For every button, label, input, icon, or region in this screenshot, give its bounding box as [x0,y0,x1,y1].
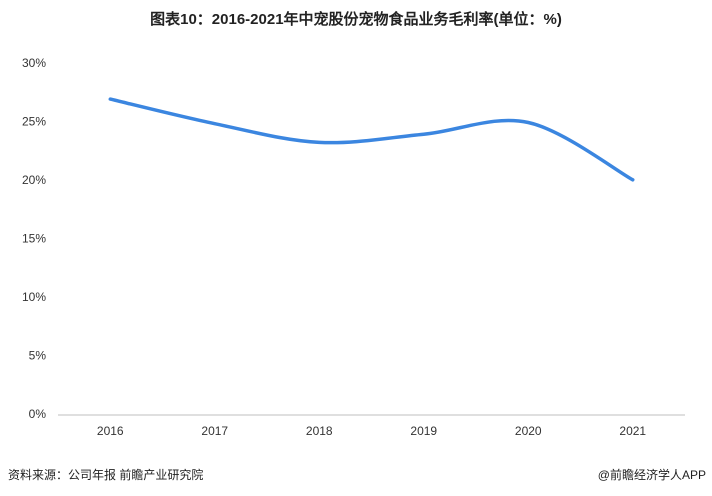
y-tick-label: 10% [22,290,46,304]
x-tick-label: 2021 [619,424,646,438]
source-note: 资料来源：公司年报 前瞻产业研究院 [8,467,203,482]
y-tick-label: 20% [22,173,46,187]
x-tick-label: 2020 [515,424,542,438]
chart-title: 图表10：2016-2021年中宠股份宠物食品业务毛利率(单位：%) [150,10,562,28]
y-tick-label: 15% [22,232,46,246]
data-line [108,97,635,182]
y-tick-label: 25% [22,115,46,129]
credit: @前瞻经济学人APP [598,467,706,482]
x-tick-label: 2019 [410,424,437,438]
y-tick-label: 30% [22,56,46,70]
x-tick-label: 2016 [97,424,124,438]
x-tick-label: 2018 [306,424,333,438]
y-tick-label: 5% [29,349,47,363]
y-tick-label: 0% [29,407,47,421]
x-tick-label: 2017 [201,424,228,438]
